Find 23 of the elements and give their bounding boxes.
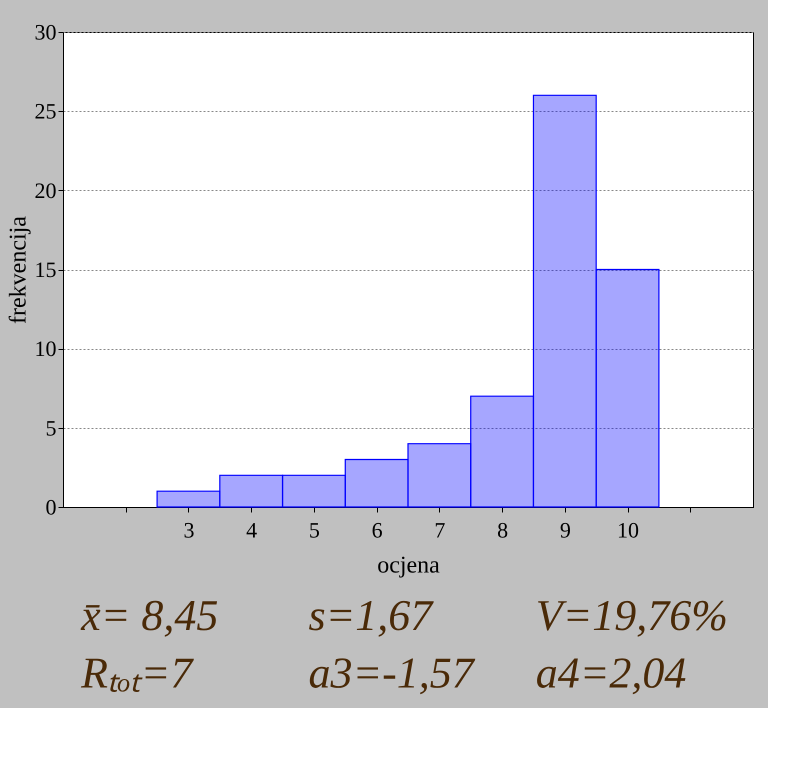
x-axis-title: ocjena bbox=[377, 552, 440, 578]
y-tick-label: 30 bbox=[34, 20, 56, 44]
y-tick-label: 15 bbox=[34, 257, 56, 282]
x-tick-label: 5 bbox=[308, 518, 320, 542]
x-tick-label: 9 bbox=[560, 518, 571, 542]
x-tick-label: 3 bbox=[183, 518, 194, 542]
text: x̄= 8,45 bbox=[80, 590, 218, 640]
y-tick-label: 25 bbox=[34, 98, 56, 124]
text: Rₜₒₜ=7 bbox=[80, 648, 194, 698]
y-axis-title: frekvencija bbox=[6, 216, 32, 324]
y-tick-label: 5 bbox=[46, 415, 56, 440]
x-tick-label: 6 bbox=[372, 518, 383, 542]
x-tick-label: 7 bbox=[434, 518, 446, 542]
text: V=19,76% bbox=[536, 590, 728, 640]
y-tick-label: 10 bbox=[34, 336, 56, 362]
y-tick-label: 20 bbox=[34, 178, 56, 203]
x-tick-label: 10 bbox=[617, 518, 640, 542]
text: a3=-1,57 bbox=[308, 648, 476, 698]
text: a4=2,04 bbox=[536, 648, 686, 698]
x-tick-label: 8 bbox=[497, 518, 508, 542]
text: s=1,67 bbox=[308, 590, 434, 640]
y-tick-label: 0 bbox=[46, 494, 56, 520]
x-tick-label: 4 bbox=[246, 518, 258, 542]
